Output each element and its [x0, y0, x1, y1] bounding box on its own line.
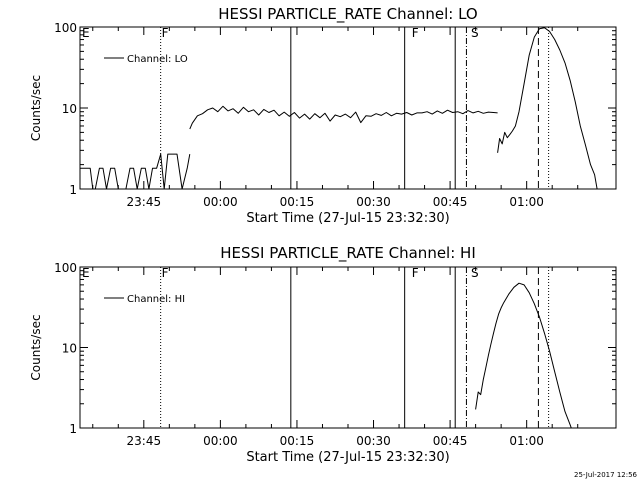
- x-axis-label: Start Time (27-Jul-15 23:32:30): [246, 450, 449, 465]
- y-tick-label: 100: [54, 21, 77, 35]
- chart-title: HESSI PARTICLE_RATE Channel: LO: [218, 5, 477, 24]
- event-label: F: [162, 266, 169, 280]
- event-label: S: [471, 266, 479, 280]
- x-tick-label: 00:15: [280, 434, 315, 448]
- x-tick-label: 00:30: [356, 195, 391, 209]
- y-axis-label: Counts/sec: [29, 314, 43, 380]
- y-tick-label: 10: [62, 342, 77, 356]
- x-tick-label: 01:00: [509, 195, 544, 209]
- series-line: [475, 282, 572, 428]
- event-label: F: [412, 266, 419, 280]
- x-tick-label: 00:45: [433, 434, 468, 448]
- y-tick-label: 100: [54, 261, 77, 275]
- x-tick-label: 00:00: [203, 195, 238, 209]
- lo-channel-panel: HESSI PARTICLE_RATE Channel: LO Counts/se…: [29, 5, 617, 226]
- y-tick-label: 1: [69, 422, 77, 436]
- series-group: [475, 282, 572, 428]
- x-axis-label: Start Time (27-Jul-15 23:32:30): [246, 211, 449, 226]
- hi-channel-panel: HESSI PARTICLE_RATE Channel: HI Counts/se…: [29, 244, 617, 465]
- x-tick-label: 00:15: [280, 195, 315, 209]
- series-line: [80, 153, 191, 189]
- y-axis-label: Counts/sec: [29, 75, 43, 141]
- event-label: F: [162, 26, 169, 40]
- x-tick-label: 00:30: [356, 434, 391, 448]
- x-tick-label: 23:45: [127, 195, 162, 209]
- x-tick-label: 01:00: [509, 434, 544, 448]
- footer-timestamp: 25-Jul-2017 12:56: [574, 471, 638, 479]
- y-tick-label: 1: [69, 183, 77, 197]
- chart-title: HESSI PARTICLE_RATE Channel: HI: [220, 244, 476, 263]
- series-line: [189, 105, 498, 130]
- event-label: F: [412, 26, 419, 40]
- event-label: E: [82, 266, 90, 280]
- x-tick-label: 23:45: [127, 434, 162, 448]
- event-label: E: [82, 26, 90, 40]
- series-group: [80, 27, 598, 189]
- series-line: [497, 27, 598, 189]
- legend-label: Channel: HI: [127, 294, 185, 305]
- event-label: S: [471, 26, 479, 40]
- x-tick-label: 00:45: [433, 195, 468, 209]
- legend-label: Channel: LO: [127, 54, 188, 65]
- x-tick-label: 00:00: [203, 434, 238, 448]
- y-tick-label: 10: [62, 102, 77, 116]
